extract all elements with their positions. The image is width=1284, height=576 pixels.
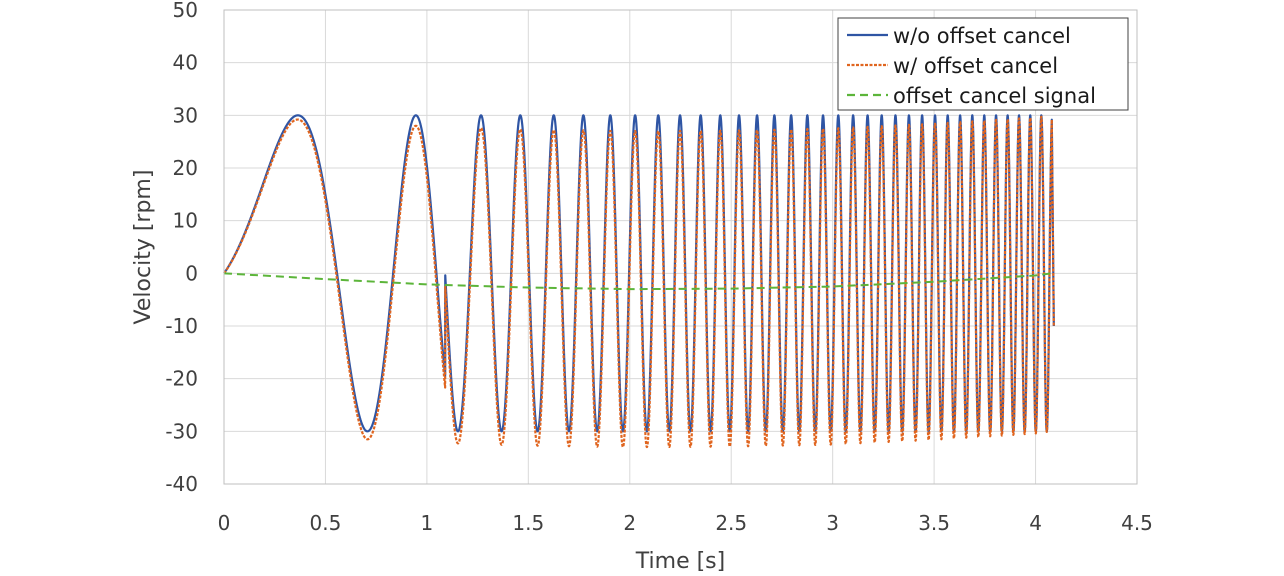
x-tick-labels: 0 0.5 1 1.5 2 2.5 3 3.5 4 4.5 [218,511,1153,535]
series-line-w-offset-cancel [223,115,1055,449]
x-tick-label: 2.5 [715,511,747,535]
y-tick-label: 30 [173,103,198,127]
y-tick-label: -30 [165,419,198,443]
x-tick-label: 0.5 [310,511,342,535]
y-tick-label: -40 [165,472,198,496]
x-tick-label: 0 [218,511,231,535]
series-line-offset-cancel-signal [223,272,1052,291]
legend: w/o offset cancel w/ offset cancel offse… [837,17,1129,111]
x-tick-label: 4.5 [1121,511,1153,535]
series-line-wo-offset-cancel [223,114,1055,433]
series-layer [223,114,1055,449]
y-tick-labels: -40 -30 -20 -10 0 10 20 30 40 50 [165,0,198,496]
y-tick-label: -20 [165,367,198,391]
y-axis-title: Velocity [rpm] [131,170,156,325]
x-tick-label: 3 [826,511,839,535]
y-tick-label: 0 [185,261,198,285]
x-axis-title: Time [s] [635,549,725,574]
x-tick-label: 2 [623,511,636,535]
y-tick-label: -10 [165,314,198,338]
legend-label-w-offset: w/ offset cancel [893,54,1058,78]
legend-label-offset-signal: offset cancel signal [893,84,1096,108]
x-tick-label: 3.5 [918,511,950,535]
legend-label-wo-offset: w/o offset cancel [893,24,1071,48]
y-tick-label: 40 [173,51,198,75]
y-tick-label: 20 [173,156,198,180]
y-tick-label: 50 [173,0,198,22]
x-tick-label: 1 [421,511,434,535]
x-tick-label: 4 [1029,511,1042,535]
y-tick-label: 10 [173,209,198,233]
plot-border [223,9,1138,485]
x-tick-label: 1.5 [512,511,544,535]
